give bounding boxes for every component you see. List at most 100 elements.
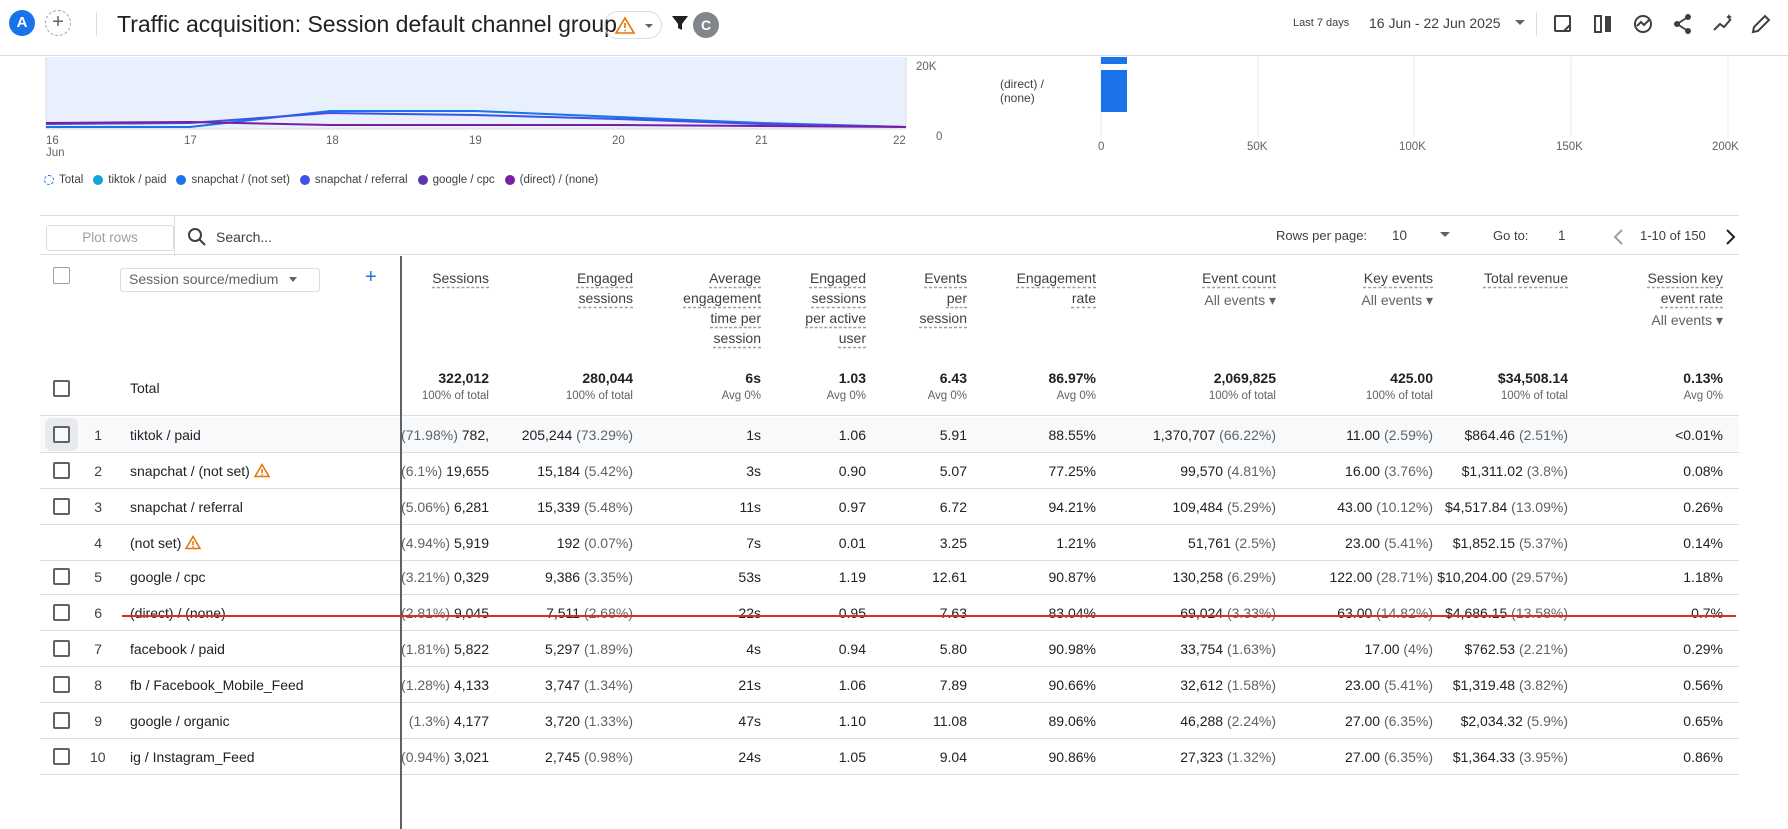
row-dimension[interactable]: fb / Facebook_Mobile_Feed — [130, 677, 304, 693]
event-filter-dropdown[interactable]: All events ▾ — [1361, 292, 1433, 308]
row-checkbox[interactable] — [53, 426, 70, 443]
row-checkbox[interactable] — [53, 676, 70, 693]
row-checkbox[interactable] — [53, 498, 70, 515]
table-row[interactable]: 4 (not set) 5,919 (4.94%) 192 (0.07%) 7s 0.01… — [40, 525, 1739, 561]
warning-icon[interactable] — [185, 535, 202, 550]
account-avatar[interactable]: A — [9, 10, 35, 36]
col-header-key-events[interactable]: Key events All events ▾ — [1361, 268, 1433, 310]
col-header-engagement-rate[interactable]: Engagement rate — [1017, 268, 1096, 308]
table-row[interactable]: 5 google / cpc 0,329 (3.21%) 9,386 (3.35%) 5… — [40, 559, 1739, 595]
table-row[interactable]: 3 snapchat / referral 6,281 (5.06%) 15,339 … — [40, 489, 1739, 525]
edit-pencil-icon[interactable] — [1748, 11, 1774, 37]
date-range-picker[interactable]: 16 Jun - 22 Jun 2025 — [1369, 15, 1526, 31]
cell-value: 33,754 — [1180, 641, 1224, 657]
add-dimension-button[interactable]: + — [365, 266, 377, 288]
total-sub-engagement-rate: Avg 0% — [1056, 390, 1096, 402]
total-engagement-rate: 86.97% — [1048, 370, 1096, 386]
trend-sparkle-icon[interactable] — [1710, 11, 1736, 37]
row-dimension[interactable]: (not set) — [130, 535, 202, 551]
chevron-left-icon[interactable] — [1612, 228, 1626, 246]
col-header-total-revenue[interactable]: Total revenue — [1484, 268, 1568, 288]
table-row[interactable]: 9 google / organic 4,177 (1.3%) 3,720 (1.33… — [40, 703, 1739, 739]
cell-percent: (1.28%) — [401, 677, 454, 693]
row-checkbox[interactable] — [53, 568, 70, 585]
total-key-events: 425.00 — [1390, 370, 1433, 386]
cell-value: ,782 — [461, 427, 489, 443]
row-dimension[interactable]: google / organic — [130, 713, 230, 729]
row-dimension[interactable]: ig / Instagram_Feed — [130, 749, 255, 765]
cell-key-events: 16.00 (3.76%) — [1345, 463, 1433, 479]
warning-icon[interactable] — [253, 463, 270, 478]
annotation-red-line — [122, 615, 1736, 617]
row-checkbox[interactable] — [53, 748, 70, 765]
insights-icon[interactable] — [1630, 11, 1656, 37]
table-row[interactable]: 6 (direct) / (none) 9,045 (2.81%) 7,511 (2.… — [40, 595, 1739, 631]
legend-item-total[interactable]: Total — [44, 174, 83, 186]
total-area — [46, 57, 906, 129]
col-header-events-per-session[interactable]: Events per session — [920, 268, 967, 328]
cell-percent: (1.33%) — [580, 713, 633, 729]
row-checkbox[interactable] — [53, 380, 70, 397]
cell-value: 0.94 — [838, 641, 866, 657]
event-filter-dropdown[interactable]: All events ▾ — [1651, 312, 1723, 328]
cell-value: 12.61 — [931, 569, 967, 585]
row-dimension[interactable]: snapchat / referral — [130, 499, 243, 515]
chevron-right-icon[interactable] — [1723, 228, 1737, 246]
goto-input[interactable]: 1 — [1558, 228, 1566, 243]
legend-item[interactable]: snapchat / (not set) — [176, 174, 290, 186]
cell-percent: (1.89%) — [580, 641, 633, 657]
cell-event-count: 33,754 (1.63%) — [1180, 641, 1276, 657]
cell-value: 4,133 — [453, 677, 489, 693]
cell-value: 0,329 — [453, 569, 489, 585]
col-header-label: Average engagement time per session — [683, 270, 761, 346]
add-comparison-button[interactable]: + — [45, 10, 71, 36]
row-dimension[interactable]: google / cpc — [130, 569, 206, 585]
cell-session-key-event-rate: 0.56% — [1683, 677, 1723, 693]
row-checkbox[interactable] — [53, 604, 70, 621]
row-dimension[interactable]: facebook / paid — [130, 641, 225, 657]
cell-value: 0.97 — [838, 499, 866, 515]
select-all-checkbox[interactable] — [53, 267, 70, 284]
event-filter-dropdown[interactable]: All events ▾ — [1204, 292, 1276, 308]
table-row[interactable]: 2 snapchat / (not set) 19,655 (6.1%) 15,184… — [40, 453, 1739, 489]
col-header-avg-engagement-time[interactable]: Average engagement time per session — [683, 268, 761, 348]
table-row[interactable]: 8 fb / Facebook_Mobile_Feed 4,133 (1.28%) 3… — [40, 667, 1739, 703]
col-header-engaged-sessions[interactable]: Engaged sessions — [577, 268, 633, 308]
row-dimension[interactable]: tiktok / paid — [130, 427, 201, 443]
row-checkbox[interactable] — [53, 712, 70, 729]
cell-percent: (66.22%) — [1215, 427, 1276, 443]
table-row[interactable]: 7 facebook / paid 5,822 (1.81%) 5,297 (1.89… — [40, 631, 1739, 667]
cell-value: $10,204.00 — [1437, 569, 1508, 585]
legend-label: Total — [59, 174, 84, 186]
row-checkbox[interactable] — [53, 462, 70, 479]
legend-item[interactable]: tiktok / paid — [93, 174, 166, 186]
legend-item[interactable]: snapchat / referral — [299, 174, 408, 186]
row-dimension[interactable]: snapchat / (not set) — [130, 463, 270, 479]
row-checkbox[interactable] — [53, 640, 70, 657]
y-tick-label: 0 — [936, 131, 943, 143]
legend-item[interactable]: google / cpc — [417, 174, 495, 186]
dimension-dropdown[interactable]: Session source/medium — [120, 268, 320, 292]
rows-per-page-select[interactable]: 10 — [1392, 228, 1451, 243]
compare-icon[interactable] — [1590, 11, 1616, 37]
comparison-chip[interactable]: C — [693, 12, 719, 38]
col-header-engaged-per-user[interactable]: Engaged sessions per active user — [805, 268, 866, 348]
table-row[interactable]: 1 tiktok / paid ,782 (71.98%) 205,244 (73.2… — [40, 417, 1739, 453]
col-header-event-count[interactable]: Event count All events ▾ — [1202, 268, 1276, 310]
row-number: 4 — [94, 535, 102, 551]
table-row[interactable]: 10 ig / Instagram_Feed 3,021 (0.94%) 2,745 … — [40, 739, 1739, 775]
col-header-sessions[interactable]: Sessions — [432, 268, 489, 288]
plot-rows-button[interactable]: Plot rows — [46, 225, 174, 251]
data-quality-warning-button[interactable] — [604, 11, 662, 39]
row-dimension[interactable]: (direct) / (none) — [130, 605, 226, 621]
insights-note-icon[interactable] — [1550, 11, 1576, 37]
share-icon[interactable] — [1670, 11, 1696, 37]
cell-sessions: 5,822 (1.81%) — [401, 641, 489, 657]
cell-value: 90.98% — [1048, 641, 1096, 657]
filter-icon[interactable] — [670, 13, 690, 33]
col-header-session-key-event-rate[interactable]: Session key event rate All events ▾ — [1648, 268, 1723, 330]
legend-item[interactable]: (direct) / (none) — [504, 174, 598, 186]
cell-engaged-sessions: 5,297 (1.89%) — [545, 641, 633, 657]
search-input[interactable] — [216, 229, 456, 245]
total-label: Total — [130, 380, 160, 396]
